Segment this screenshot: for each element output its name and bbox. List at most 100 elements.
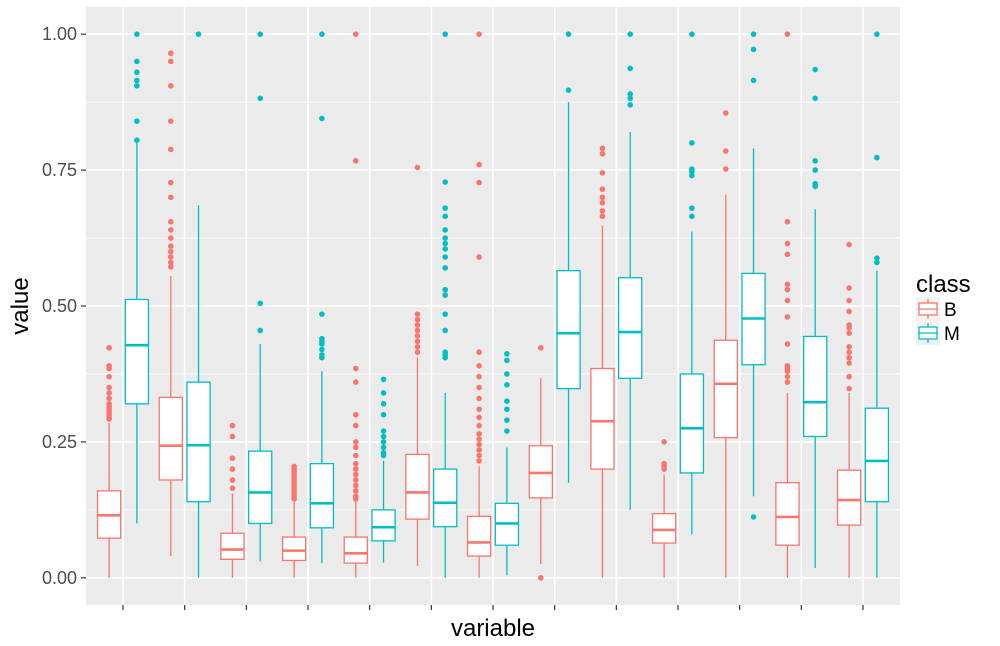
outlier-point	[380, 439, 387, 445]
outlier-point	[319, 115, 325, 122]
box-B-11	[713, 110, 739, 578]
outlier-point	[167, 227, 174, 233]
outlier-point	[846, 330, 852, 336]
outlier-point	[319, 311, 325, 317]
box-iqr	[186, 381, 211, 503]
outlier-point	[134, 83, 140, 89]
outlier-point	[565, 87, 572, 93]
outlier-point	[167, 254, 174, 260]
outlier-point	[846, 241, 852, 248]
outlier-point	[319, 31, 325, 37]
outlier-point	[167, 248, 174, 255]
outlier-point	[476, 458, 482, 464]
outlier-point	[846, 373, 852, 380]
outlier-point	[812, 66, 819, 73]
outlier-point	[750, 31, 757, 37]
box-M-12	[802, 66, 828, 569]
outlier-point	[874, 154, 880, 161]
outlier-point	[167, 146, 174, 153]
outlier-point	[442, 235, 449, 241]
outlier-point	[319, 335, 325, 342]
outlier-point	[442, 265, 449, 271]
outlier-point	[504, 417, 510, 423]
outlier-point	[476, 254, 482, 260]
outlier-point	[476, 31, 482, 37]
outlier-point	[167, 235, 174, 241]
outlier-point	[167, 179, 174, 186]
y-tick-label: 1.00	[42, 24, 77, 44]
outlier-point	[134, 137, 140, 143]
outlier-point	[229, 466, 236, 472]
outlier-point	[442, 213, 449, 220]
y-tick-label: 0.00	[42, 568, 77, 588]
y-axis-title: value	[7, 277, 34, 334]
outlier-point	[414, 338, 421, 345]
outlier-point	[537, 575, 544, 581]
outlier-point	[442, 205, 449, 211]
outlier-point	[874, 31, 880, 37]
outlier-point	[106, 373, 112, 380]
box-iqr	[617, 277, 643, 379]
box-B-1	[96, 345, 122, 578]
outlier-point	[784, 379, 791, 385]
outlier-point	[784, 251, 791, 258]
outlier-point	[442, 286, 449, 293]
outlier-point	[504, 351, 510, 357]
box-iqr	[556, 270, 581, 390]
box-iqr	[309, 463, 335, 529]
outlier-point	[812, 180, 819, 187]
box-M-11	[741, 31, 766, 520]
box-B-10	[651, 439, 677, 578]
outlier-point	[599, 150, 606, 157]
outlier-point	[476, 414, 482, 421]
outlier-point	[414, 343, 421, 350]
legend-key-M: M	[916, 321, 960, 345]
outlier-point	[442, 254, 449, 260]
outlier-point	[134, 69, 140, 76]
outlier-point	[380, 444, 387, 451]
outlier-point	[627, 91, 634, 97]
legend-key-B: B	[916, 297, 957, 321]
outlier-point	[750, 77, 757, 84]
outlier-point	[167, 243, 174, 249]
outlier-point	[784, 31, 791, 37]
outlier-point	[504, 398, 510, 404]
outlier-point	[352, 493, 359, 500]
y-axis: 0.00 0.25 0.50 0.75 1.00	[42, 24, 86, 588]
outlier-point	[537, 345, 544, 351]
outlier-point	[874, 259, 880, 266]
outlier-point	[722, 110, 729, 116]
outlier-point	[167, 50, 174, 57]
outlier-point	[689, 166, 695, 172]
outlier-point	[812, 158, 819, 164]
box-iqr	[247, 450, 273, 525]
outlier-point	[476, 349, 482, 356]
outlier-point	[257, 31, 264, 37]
outlier-point	[167, 58, 174, 65]
outlier-point	[504, 382, 510, 388]
outlier-point	[442, 240, 449, 247]
box-M-1	[124, 31, 150, 524]
x-axis	[122, 605, 864, 610]
box-iqr	[775, 482, 800, 546]
outlier-point	[229, 477, 236, 483]
outlier-point	[476, 395, 482, 402]
legend-title: class	[916, 271, 971, 298]
outlier-point	[414, 333, 421, 339]
outlier-point	[750, 46, 757, 53]
box-B-7	[466, 31, 492, 578]
outlier-point	[442, 31, 449, 37]
major-gridlines	[86, 7, 900, 605]
outlier-point	[380, 376, 387, 383]
box-M-13	[864, 31, 890, 578]
outlier-point	[195, 31, 202, 37]
outlier-point	[504, 371, 510, 377]
box-iqr	[713, 339, 739, 439]
outlier-point	[476, 406, 482, 413]
outlier-point	[352, 460, 359, 467]
outlier-point	[784, 297, 791, 304]
outlier-point	[846, 343, 852, 350]
outlier-point	[846, 285, 852, 291]
outlier-point	[476, 384, 482, 391]
